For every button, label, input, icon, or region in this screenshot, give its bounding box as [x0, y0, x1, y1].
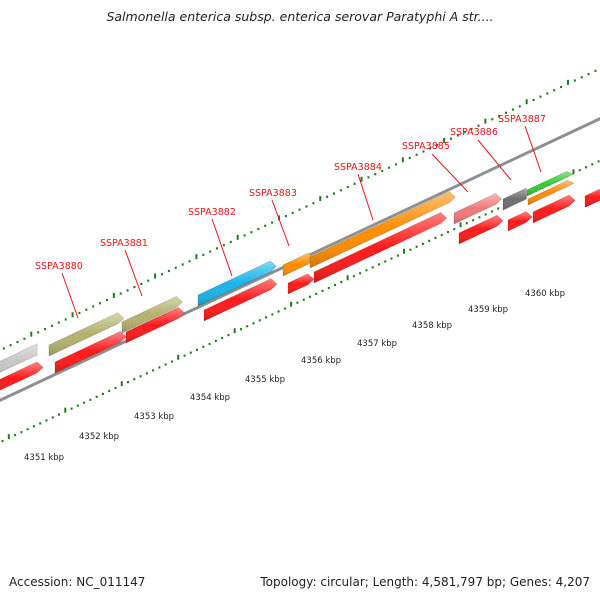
gene-label-sspa3887: SSPA3887: [498, 114, 546, 125]
gene-unnamed-10-shade: [585, 188, 600, 207]
scale-label: 4353 kbp: [134, 412, 174, 422]
scale-label: 4356 kbp: [301, 356, 341, 366]
gene-unnamed-9-shade: [528, 180, 574, 205]
label-leader-line: [431, 153, 469, 193]
gene-layer: [0, 170, 600, 391]
scale-label: 4359 kbp: [468, 305, 508, 315]
tick-layer: [1, 69, 600, 443]
scale-label: 4358 kbp: [412, 321, 452, 331]
topology-text: Topology: circular; Length: 4,581,797 bp…: [260, 575, 590, 589]
accession-text: Accession: NC_011147: [9, 575, 146, 589]
reverse-gene-arrow-shade: [533, 195, 576, 223]
map-title: Salmonella enterica subsp. enterica sero…: [106, 9, 494, 24]
gene-sspa3880-shade: [49, 312, 124, 356]
gene-sspa3882-shade: [198, 261, 277, 306]
label-leader-line: [524, 125, 542, 173]
gene-label-sspa3884: SSPA3884: [334, 162, 382, 173]
reverse-gene-arrow-shade: [55, 331, 127, 373]
label-leader-line: [477, 139, 512, 181]
label-leader-line: [124, 249, 143, 297]
gene-sspa3883-shade: [283, 253, 315, 276]
scale-label: 4352 kbp: [79, 432, 119, 442]
label-leader-line: [271, 199, 290, 247]
scale-label: 4351 kbp: [24, 453, 64, 463]
scale-label: 4360 kbp: [525, 289, 565, 299]
gene-label-sspa3882: SSPA3882: [188, 207, 236, 218]
label-leader-line: [211, 218, 233, 277]
reverse-gene-arrow-shade: [459, 215, 503, 244]
gene-sspa3887-shade: [527, 171, 573, 196]
gene-sspa3884-shade: [310, 191, 456, 268]
gene-label-sspa3883: SSPA3883: [249, 188, 297, 199]
reverse-gene-arrow-shade: [204, 278, 277, 321]
gene-unnamed-0-shade: [0, 343, 38, 373]
reverse-gene-arrow-shade: [314, 212, 447, 283]
gene-sspa3885-shade: [454, 193, 502, 224]
reverse-gene-arrow-shade: [0, 361, 44, 391]
gene-sspa3886-shade: [503, 188, 527, 210]
reverse-gene-arrow-shade: [126, 307, 185, 343]
scale-label: 4355 kbp: [245, 375, 285, 385]
gene-label-sspa3881: SSPA3881: [100, 238, 148, 249]
scale-label: 4354 kbp: [190, 393, 230, 403]
reverse-gene-arrow-shade: [288, 273, 314, 294]
reverse-gene-arrow-shade: [508, 211, 533, 231]
gene-sspa3881-shade: [122, 296, 183, 333]
label-leader-line: [357, 173, 374, 221]
scale-label: 4357 kbp: [357, 339, 397, 349]
label-layer: 4351 kbp 4352 kbp 4353 kbp 4354 kbp 4355 kbp…: [24, 114, 565, 463]
gene-label-sspa3885: SSPA3885: [402, 141, 450, 152]
label-leader-line: [61, 272, 79, 319]
gene-label-sspa3886: SSPA3886: [450, 127, 498, 138]
gene-label-sspa3880: SSPA3880: [35, 261, 83, 272]
